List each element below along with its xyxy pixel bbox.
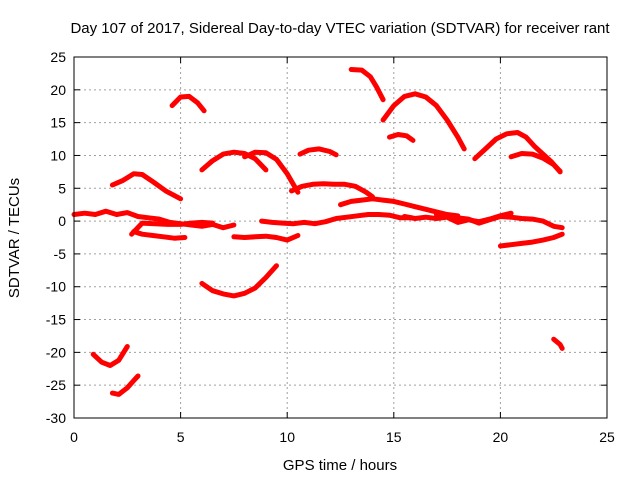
series-line-arc-5: [199, 149, 269, 173]
chart-title: Day 107 of 2017, Sidereal Day-to-day VTE…: [70, 20, 610, 37]
y-tick-label: 20: [50, 82, 66, 98]
series-line-arc-7: [297, 146, 339, 158]
series-line-arc-3: [109, 171, 184, 202]
y-tick-label: -5: [54, 246, 67, 262]
x-axis-label: GPS time / hours: [283, 457, 397, 474]
series-line-arc-10: [348, 67, 386, 103]
series-line-arc-17: [129, 219, 216, 237]
x-tick-label: 20: [493, 429, 509, 445]
series-line-arc-4: [169, 93, 207, 114]
series-line-arc-22: [433, 212, 565, 231]
y-tick-label: -15: [46, 312, 66, 328]
y-axis-label: SDTVAR / TECUs: [6, 178, 23, 298]
series-line-arc-13: [472, 130, 563, 175]
data-series: [71, 67, 565, 397]
series-line-arc-8: [199, 263, 279, 299]
y-tick-label: -20: [46, 344, 66, 360]
series-line-arc-23: [497, 231, 565, 249]
x-tick-label: 5: [177, 429, 185, 445]
x-tick-label: 15: [386, 429, 402, 445]
y-tick-label: 10: [50, 147, 66, 163]
series-line-arc-18: [231, 233, 301, 243]
y-tick-label: -30: [46, 410, 66, 426]
plot-frame: [73, 56, 608, 419]
series-line-arc-9: [289, 181, 375, 200]
series-line-arc-11: [380, 91, 467, 152]
y-tick-label: 25: [50, 49, 66, 65]
y-tick-label: 5: [58, 180, 66, 196]
series-line-arc-1: [90, 344, 130, 368]
series-line-arc-15: [71, 208, 237, 231]
series-line-arc-6: [242, 149, 301, 195]
x-tick-label: 25: [599, 429, 615, 445]
series-line-arc-16: [131, 229, 188, 241]
y-tick-label: -10: [46, 279, 66, 295]
series-line-arc-2: [109, 373, 141, 397]
series-line-arc-24: [551, 336, 565, 351]
x-tick-label: 10: [279, 429, 295, 445]
x-tick-label: 0: [70, 429, 78, 445]
axis-ticks: 0 5 10 15 20 25 -30 -25 -20 -15 -10 -5 0 5 10 15 20 25: [46, 49, 615, 445]
y-tick-label: 0: [58, 213, 66, 229]
y-tick-label: -25: [46, 377, 66, 393]
series-line-arc-19: [259, 212, 414, 227]
series-line-arc-14: [508, 151, 563, 174]
y-tick-label: 15: [50, 115, 66, 131]
grid: [74, 57, 607, 418]
series-line-arc-12: [387, 132, 416, 143]
